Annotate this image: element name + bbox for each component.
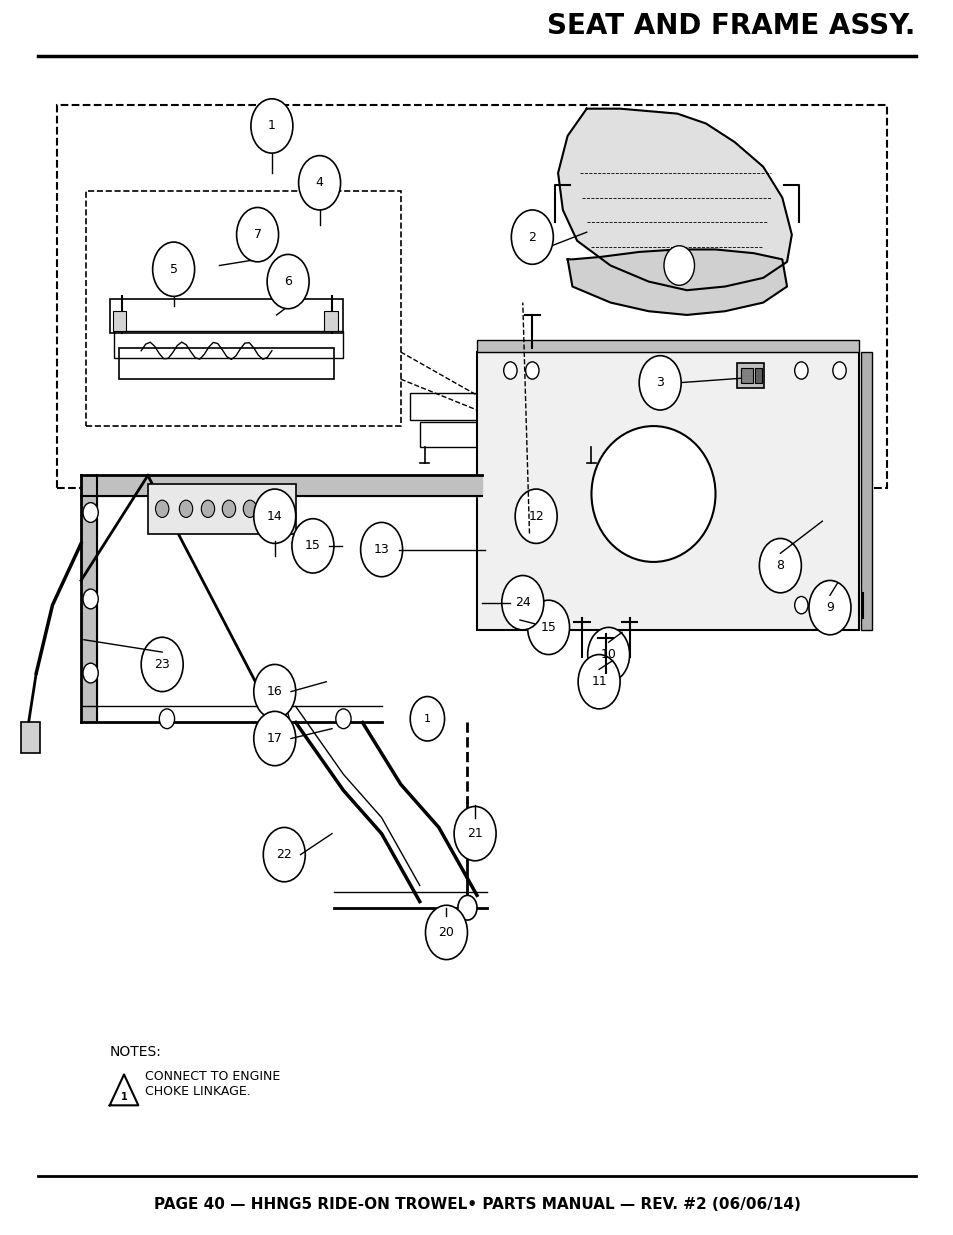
Circle shape — [794, 597, 807, 614]
Polygon shape — [567, 249, 786, 315]
Text: CONNECT TO ENGINE
CHOKE LINKAGE.: CONNECT TO ENGINE CHOKE LINKAGE. — [145, 1071, 280, 1098]
Circle shape — [503, 362, 517, 379]
Circle shape — [794, 362, 807, 379]
Bar — [148, 484, 295, 534]
Circle shape — [263, 827, 305, 882]
Bar — [114, 331, 343, 358]
Bar — [860, 352, 871, 630]
Circle shape — [298, 156, 340, 210]
Circle shape — [243, 500, 256, 517]
Circle shape — [253, 489, 295, 543]
Circle shape — [236, 207, 278, 262]
Circle shape — [253, 664, 295, 719]
Text: 3: 3 — [656, 377, 663, 389]
Bar — [410, 393, 600, 420]
Text: PAGE 40 — HHNG5 RIDE-ON TROWEL• PARTS MANUAL — REV. #2 (06/06/14): PAGE 40 — HHNG5 RIDE-ON TROWEL• PARTS MA… — [153, 1197, 800, 1212]
Circle shape — [265, 500, 278, 517]
Text: 5: 5 — [170, 263, 177, 275]
Bar — [737, 363, 763, 388]
Circle shape — [454, 806, 496, 861]
Circle shape — [292, 519, 334, 573]
Ellipse shape — [591, 426, 715, 562]
Circle shape — [578, 655, 619, 709]
Circle shape — [808, 580, 850, 635]
Bar — [112, 311, 126, 331]
Text: 12: 12 — [528, 510, 543, 522]
Circle shape — [179, 500, 193, 517]
Text: NOTES:: NOTES: — [110, 1045, 161, 1060]
Circle shape — [515, 489, 557, 543]
Text: 17: 17 — [267, 732, 282, 745]
Circle shape — [663, 246, 694, 285]
Circle shape — [832, 597, 845, 614]
Text: 23: 23 — [154, 658, 170, 671]
Circle shape — [222, 500, 235, 517]
Circle shape — [83, 663, 98, 683]
Text: 1: 1 — [120, 1092, 128, 1102]
Text: 1: 1 — [423, 714, 431, 724]
Text: 21: 21 — [467, 827, 482, 840]
Bar — [476, 352, 858, 630]
Bar — [476, 340, 858, 352]
Text: 6: 6 — [284, 275, 292, 288]
Circle shape — [267, 254, 309, 309]
Text: 4: 4 — [315, 177, 323, 189]
Circle shape — [503, 597, 517, 614]
Text: 22: 22 — [276, 848, 292, 861]
Text: 7: 7 — [253, 228, 261, 241]
Circle shape — [525, 362, 538, 379]
Circle shape — [759, 538, 801, 593]
Text: 13: 13 — [374, 543, 389, 556]
Circle shape — [501, 576, 543, 630]
Polygon shape — [110, 1074, 138, 1105]
Circle shape — [155, 500, 169, 517]
Circle shape — [410, 697, 444, 741]
Text: 20: 20 — [438, 926, 454, 939]
Circle shape — [141, 637, 183, 692]
Text: 9: 9 — [825, 601, 833, 614]
Circle shape — [251, 99, 293, 153]
Bar — [419, 422, 600, 447]
Text: 24: 24 — [515, 597, 530, 609]
Circle shape — [587, 627, 629, 682]
Text: 15: 15 — [305, 540, 320, 552]
Text: 10: 10 — [600, 648, 616, 661]
Text: 2: 2 — [528, 231, 536, 243]
Bar — [324, 311, 337, 331]
Circle shape — [832, 362, 845, 379]
Circle shape — [274, 709, 289, 729]
Text: 1: 1 — [268, 120, 275, 132]
Bar — [86, 191, 400, 426]
Text: SEAT AND FRAME ASSY.: SEAT AND FRAME ASSY. — [547, 11, 915, 40]
Bar — [21, 722, 40, 753]
Circle shape — [253, 711, 295, 766]
Circle shape — [201, 500, 214, 517]
Circle shape — [360, 522, 402, 577]
Text: 16: 16 — [267, 685, 282, 698]
Circle shape — [83, 503, 98, 522]
Circle shape — [639, 356, 680, 410]
Circle shape — [525, 597, 538, 614]
Polygon shape — [558, 109, 791, 290]
Text: 15: 15 — [540, 621, 556, 634]
Circle shape — [83, 589, 98, 609]
Circle shape — [511, 210, 553, 264]
Bar — [740, 368, 752, 383]
Text: 8: 8 — [776, 559, 783, 572]
Circle shape — [159, 709, 174, 729]
Circle shape — [425, 905, 467, 960]
Circle shape — [152, 242, 194, 296]
Text: 14: 14 — [267, 510, 282, 522]
Bar — [57, 105, 886, 488]
Bar — [754, 368, 761, 383]
Bar — [110, 299, 343, 333]
Text: 11: 11 — [591, 676, 606, 688]
Circle shape — [457, 895, 476, 920]
Bar — [119, 348, 334, 379]
Circle shape — [527, 600, 569, 655]
Circle shape — [335, 709, 351, 729]
